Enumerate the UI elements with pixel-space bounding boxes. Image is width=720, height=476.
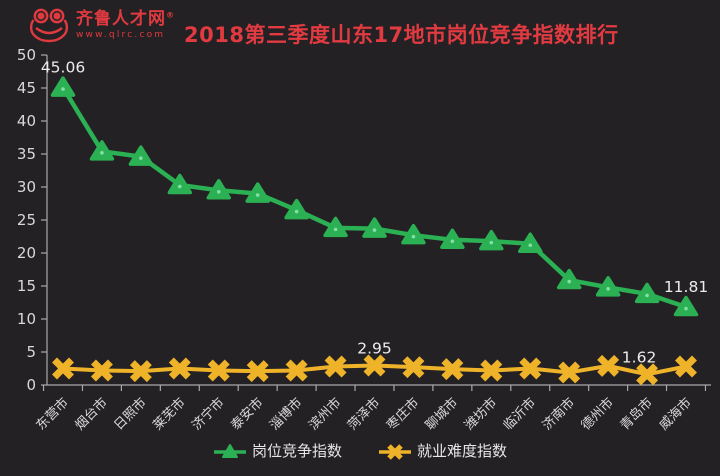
city-label: 临沂市 bbox=[500, 395, 539, 434]
value-labels: 45.06 11.81 2.95 1.62 bbox=[41, 59, 708, 367]
triangle-marker bbox=[284, 198, 309, 220]
x-marker bbox=[519, 357, 542, 380]
city-label: 烟台市 bbox=[72, 395, 111, 434]
x-marker bbox=[402, 356, 425, 379]
legend-label: 岗位竞争指数 bbox=[251, 442, 342, 460]
frog-icon bbox=[29, 8, 69, 43]
triangle-marker bbox=[634, 282, 660, 304]
y-tick-label: 45 bbox=[17, 79, 36, 97]
city-label: 德州市 bbox=[578, 395, 617, 434]
x-marker bbox=[597, 354, 620, 377]
legend-item: 就业难度指数 bbox=[378, 440, 507, 461]
triangle-marker bbox=[479, 229, 504, 251]
y-tick-label: 0 bbox=[26, 376, 36, 394]
y-tick-label: 30 bbox=[17, 178, 36, 196]
value-label: 45.06 bbox=[41, 59, 85, 77]
x-marker bbox=[480, 359, 503, 382]
city-label: 泰安市 bbox=[228, 395, 267, 434]
x-marker bbox=[168, 357, 191, 380]
y-tick-label: 20 bbox=[17, 244, 36, 262]
y-tick-label: 10 bbox=[17, 310, 36, 328]
triangle-marker bbox=[401, 223, 426, 245]
x-marker bbox=[675, 355, 697, 378]
x-marker bbox=[324, 355, 347, 378]
x-marker bbox=[90, 359, 113, 382]
city-label: 东营市 bbox=[33, 395, 72, 434]
value-label: 2.95 bbox=[357, 340, 392, 358]
y-tick-label: 15 bbox=[17, 277, 36, 295]
triangle-marker bbox=[362, 217, 387, 238]
y-tick-label: 50 bbox=[17, 46, 36, 64]
chart-legend: 岗位竞争指数 就业难度指数 bbox=[0, 440, 720, 461]
triangle-marker bbox=[440, 228, 465, 250]
axes: 0 5 10 15 20 25 30 35 40 45 50 bbox=[17, 46, 711, 394]
y-tick-label: 5 bbox=[26, 343, 36, 361]
x-marker bbox=[636, 363, 659, 386]
page-title: 2018第三季度山东17地市岗位竞争指数排行 bbox=[184, 23, 619, 47]
registered-mark: ® bbox=[166, 10, 175, 20]
city-label: 菏泽市 bbox=[344, 395, 383, 434]
city-label: 潍坊市 bbox=[461, 395, 500, 434]
x-legend-icon bbox=[379, 443, 411, 460]
triangle-marker bbox=[323, 216, 348, 238]
city-label: 济南市 bbox=[539, 395, 578, 434]
triangle-marker bbox=[128, 145, 154, 166]
city-label: 莱芜市 bbox=[150, 395, 189, 434]
x-marker bbox=[363, 354, 386, 377]
y-tick-label: 40 bbox=[17, 112, 36, 130]
brand-name: 齐鲁人才网® bbox=[76, 9, 175, 30]
city-label: 聊城市 bbox=[422, 395, 461, 434]
logo-text: 齐鲁人才网® www.qlrc.com bbox=[76, 9, 175, 41]
x-marker bbox=[285, 359, 308, 382]
triangle-legend-icon bbox=[213, 443, 246, 458]
y-tick-label: 25 bbox=[17, 211, 36, 229]
x-marker bbox=[441, 358, 464, 381]
city-label: 威海市 bbox=[656, 395, 695, 434]
x-marker bbox=[129, 360, 152, 383]
city-label: 滨州市 bbox=[305, 395, 344, 434]
triangle-marker bbox=[673, 295, 699, 317]
x-marker bbox=[558, 361, 581, 384]
triangle-marker bbox=[556, 268, 582, 290]
triangle-marker bbox=[167, 173, 193, 195]
triangle-marker bbox=[245, 182, 270, 203]
city-label: 济宁市 bbox=[189, 395, 228, 434]
value-label: 11.81 bbox=[664, 278, 708, 296]
city-label: 淄博市 bbox=[267, 395, 306, 434]
site-logo: 齐鲁人才网® www.qlrc.com bbox=[28, 7, 175, 45]
x-marker bbox=[207, 359, 230, 382]
y-tick-label: 35 bbox=[17, 145, 36, 163]
triangle-marker bbox=[89, 140, 115, 161]
brand-url: www.qlrc.com bbox=[76, 30, 166, 41]
legend-label: 就业难度指数 bbox=[417, 442, 508, 460]
triangle-marker bbox=[206, 179, 231, 200]
x-marker bbox=[246, 360, 269, 383]
series-就业难度指数 bbox=[52, 354, 697, 386]
series-岗位竞争指数 bbox=[50, 76, 699, 317]
x-marker bbox=[52, 357, 74, 380]
city-label: 枣庄市 bbox=[383, 395, 422, 434]
triangle-marker bbox=[50, 76, 76, 97]
value-label: 1.62 bbox=[622, 348, 657, 366]
city-label: 日照市 bbox=[111, 395, 150, 434]
x-axis-labels: 东营市 烟台市 日照市 莱芜市 济宁市 泰安市 淄博市 滨州市 菏泽市 枣庄市 聊城市 潍坊市 临沂市济… bbox=[33, 395, 695, 434]
triangle-marker bbox=[518, 232, 543, 254]
legend-item: 岗位竞争指数 bbox=[213, 440, 342, 461]
city-label: 青岛市 bbox=[617, 395, 656, 434]
triangle-marker bbox=[595, 276, 621, 297]
